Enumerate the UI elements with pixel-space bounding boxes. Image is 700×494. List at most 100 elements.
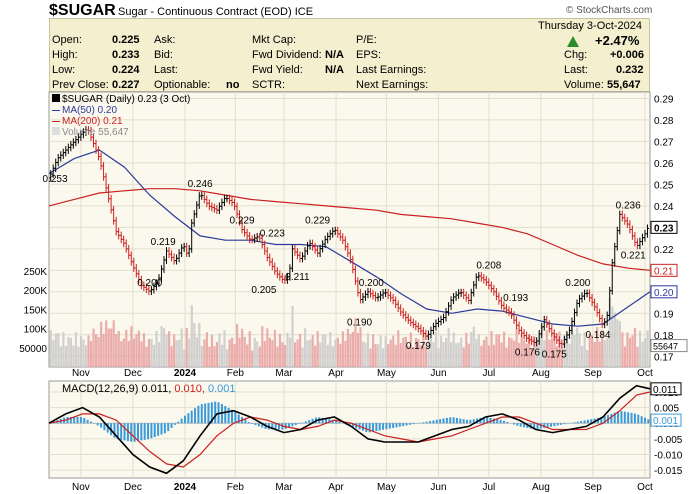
volume-bar [316,331,319,367]
volume-bar [49,330,52,367]
volume-bar [560,347,564,367]
volume-bar [550,337,553,367]
volume-bar [291,305,294,367]
macd-histogram-bar [459,418,462,424]
macd-x-month-label: Mar [275,482,293,493]
last-volume-box [650,339,688,353]
volume-bar [623,346,627,367]
macd-histogram-bar [536,423,539,430]
macd-histogram-bar [204,403,207,424]
price-annotation: 0.229 [230,216,255,227]
macd-last-label: 0.011 [653,385,678,396]
volume-bar [283,344,287,367]
macd-histogram-bar [513,423,516,425]
quote-date: Thursday 3-Oct-2024 [538,20,642,32]
volume-bar [402,337,405,367]
volume-bar [92,328,95,367]
x-month-label: Sep [584,368,602,379]
macd-tick-label: -0.015 [654,466,683,477]
volume-bar [364,342,367,367]
volume-bar [482,339,486,367]
quote-value-chg: +0.006 [610,49,644,61]
macd-histogram-bar [177,421,180,424]
macd-histogram-bar [533,423,536,430]
volume-bar [84,345,88,367]
legend-ma200: MA(200) 0.21 [52,116,190,127]
macd-histogram-bar [466,419,469,424]
volume-bar [427,337,430,367]
volume-bar [319,342,322,367]
volume-bar [447,327,450,367]
volume-bar [54,333,57,367]
macd-histogram-bar [244,419,247,424]
macd-last-label: 0.001 [653,416,678,427]
macd-histogram-bar [69,416,72,424]
price-tick-label: 0.28 [654,116,674,127]
volume-bar [472,326,475,367]
volume-bar [180,328,183,367]
volume-bar [520,335,523,367]
price-annotation: 0.200 [359,278,384,289]
macd-histogram-bar [183,415,186,424]
macd-x-month-label: Feb [227,482,245,493]
volume-bar [583,332,586,367]
macd-histogram-bar [482,417,485,424]
volume-bar [361,341,365,367]
exchange-label: ICE [294,6,314,18]
volume-bar [198,322,201,367]
volume-bar [570,321,574,367]
legend-volume: Volume 55,647 [52,127,190,138]
volume-bar [230,337,234,367]
macd-histogram-bar [382,423,385,430]
macd-histogram-bar [214,401,217,424]
volume-bar [366,333,370,367]
volume-bar [145,346,148,367]
last-price-box [650,285,678,299]
volume-bar [487,345,491,367]
macd-tick-label: -0.005 [654,435,683,446]
volume-bar [228,339,231,367]
macd-x-month-label: Jul [482,482,495,493]
price-annotation: 0.200 [565,278,590,289]
legend-ma200-text: MA(200) 0.21 [62,116,123,127]
quote-label-mkt-cap: Mkt Cap: [252,34,297,46]
macd-histogram-bar [224,406,227,424]
volume-bar [601,330,604,367]
volume-bar [157,342,161,367]
volume-bar [387,344,390,367]
macd-histogram-bar [402,423,405,427]
quote-value-open: 0.225 [112,34,140,46]
volume-bar [528,334,531,367]
volume-bar [374,343,377,367]
macd-histogram-bar [553,423,556,427]
quote-value-high: 0.233 [112,49,140,61]
volume-bar [631,335,634,367]
x-month-label: Jun [430,368,446,379]
volume-bar [445,337,448,367]
last-price-label: 0.20 [654,288,674,299]
macd-histogram-bar [234,411,237,424]
volume-bar [286,332,289,367]
volume-bar [437,348,440,367]
volume-bar [379,335,382,367]
macd-histogram-bar [190,410,193,424]
macd-histogram-bar [217,402,220,424]
volume-bar [545,330,548,367]
macd-histogram-bar [392,423,395,428]
macd-histogram-bar [647,419,650,424]
volume-bar [344,340,347,367]
macd-histogram-bar [499,419,502,424]
macd-histogram-bar [130,423,133,442]
macd-histogram-bar [580,421,583,424]
volume-bar [268,337,271,367]
x-month-label: 2024 [174,368,197,379]
legend-macd-value: 0.011, [141,383,172,395]
volume-bar [626,332,629,367]
change-percent: +2.47% [595,33,640,48]
macd-histogram-bar [133,423,136,442]
macd-histogram-bar [583,420,586,424]
quote-label-fwd-dividend: Fwd Dividend: [252,49,322,61]
volume-bar [256,341,259,367]
ma200-line [48,188,651,271]
price-annotation: 0.205 [251,285,276,296]
